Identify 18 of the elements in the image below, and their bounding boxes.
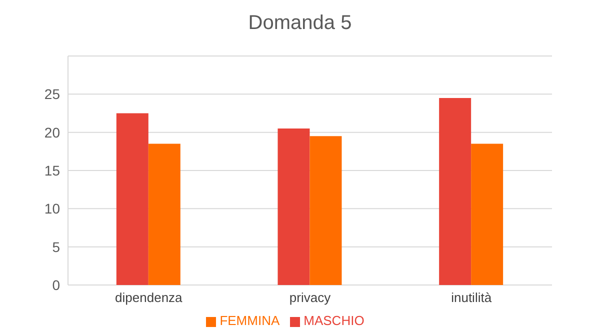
legend-label: FEMMINA bbox=[220, 313, 280, 328]
y-tick-label: 10 bbox=[44, 200, 60, 217]
bar bbox=[439, 98, 472, 285]
legend-label: MASCHIO bbox=[304, 313, 364, 328]
y-tick-label: 20 bbox=[44, 124, 60, 140]
x-tick-label: privacy bbox=[289, 290, 332, 306]
y-tick-label: 15 bbox=[44, 162, 60, 178]
x-tick-label: inutilità bbox=[451, 290, 492, 306]
bar bbox=[116, 113, 148, 285]
bar bbox=[278, 128, 310, 285]
bar bbox=[148, 144, 180, 285]
y-tick-label: 25 bbox=[44, 86, 60, 102]
bar bbox=[471, 144, 504, 285]
y-tick-label: 0 bbox=[52, 276, 60, 293]
bar bbox=[310, 136, 342, 285]
chart-title: Domanda 5 bbox=[247, 11, 353, 36]
y-tick-label: 5 bbox=[52, 238, 60, 255]
x-tick-label: dipendenza bbox=[115, 290, 184, 306]
